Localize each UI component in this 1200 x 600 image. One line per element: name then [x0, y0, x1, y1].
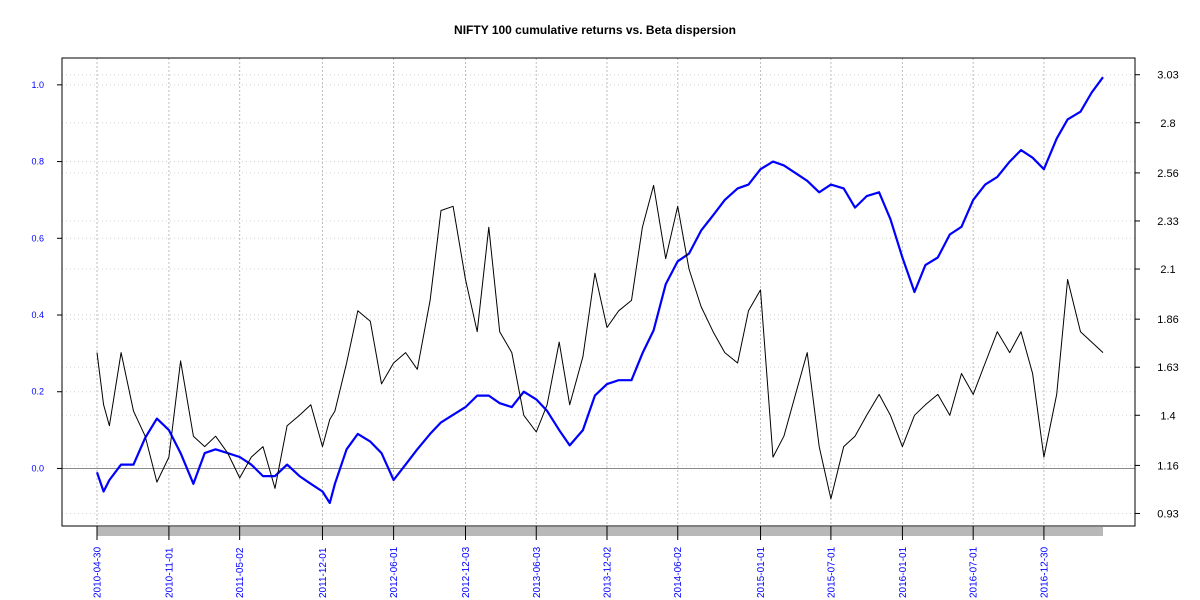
right-tick-label: 0.93	[1157, 508, 1178, 520]
x-axis: 2010-04-30 2010-11-01 2011-05-02 2011-12-01…	[93, 526, 1050, 598]
date-range-strip	[97, 527, 1103, 536]
x-tick-label: 2010-04-30	[93, 546, 104, 598]
right-tick-label: 1.86	[1157, 314, 1178, 326]
series-layer	[95, 76, 1104, 505]
chart-title: NIFTY 100 cumulative returns vs. Beta di…	[454, 23, 736, 37]
right-tick-label: 1.16	[1157, 460, 1178, 472]
left-tick-label: 0.4	[31, 310, 44, 320]
plot-frame	[61, 57, 1136, 527]
x-tick-label: 2013-12-02	[602, 546, 613, 598]
right-tick-label: 1.63	[1157, 362, 1178, 374]
beta-dispersion-line	[96, 184, 1104, 500]
left-y-axis: 0.0 0.2 0.4 0.6 0.8 1.0	[31, 80, 62, 473]
x-tick-label: 2014-06-02	[673, 546, 684, 598]
x-tick-label: 2015-01-01	[756, 546, 767, 598]
x-tick-label: 2016-07-01	[969, 546, 980, 598]
right-tick-label: 2.56	[1157, 168, 1178, 180]
left-tick-label: 1.0	[31, 80, 44, 90]
left-tick-label: 0.0	[31, 463, 44, 473]
x-tick-label: 2016-01-01	[898, 546, 909, 598]
left-tick-label: 0.8	[31, 157, 44, 167]
x-tick-label: 2011-05-02	[235, 547, 246, 598]
x-tick-label: 2015-07-01	[826, 546, 837, 598]
right-tick-label: 2.1	[1160, 264, 1175, 276]
right-tick-label: 2.8	[1160, 118, 1175, 130]
right-tick-label: 3.03	[1157, 70, 1178, 82]
left-tick-label: 0.6	[31, 233, 44, 243]
right-tick-label: 1.4	[1160, 410, 1175, 422]
x-tick-label: 2012-06-01	[389, 546, 400, 598]
grid	[62, 58, 1135, 526]
x-tick-label: 2011-12-01	[318, 547, 329, 598]
x-tick-label: 2010-11-01	[164, 547, 175, 598]
cumulative-returns-line	[95, 76, 1104, 505]
x-tick-label: 2013-06-03	[532, 546, 543, 598]
right-y-axis: 0.93 1.16 1.4 1.63 1.86 2.1 2.33 2.56 2.8 3.03	[1135, 70, 1179, 520]
left-tick-label: 0.2	[31, 387, 44, 397]
right-tick-label: 2.33	[1157, 216, 1178, 228]
x-tick-label: 2012-12-03	[461, 546, 472, 598]
x-tick-label: 2016-12-30	[1039, 546, 1050, 598]
